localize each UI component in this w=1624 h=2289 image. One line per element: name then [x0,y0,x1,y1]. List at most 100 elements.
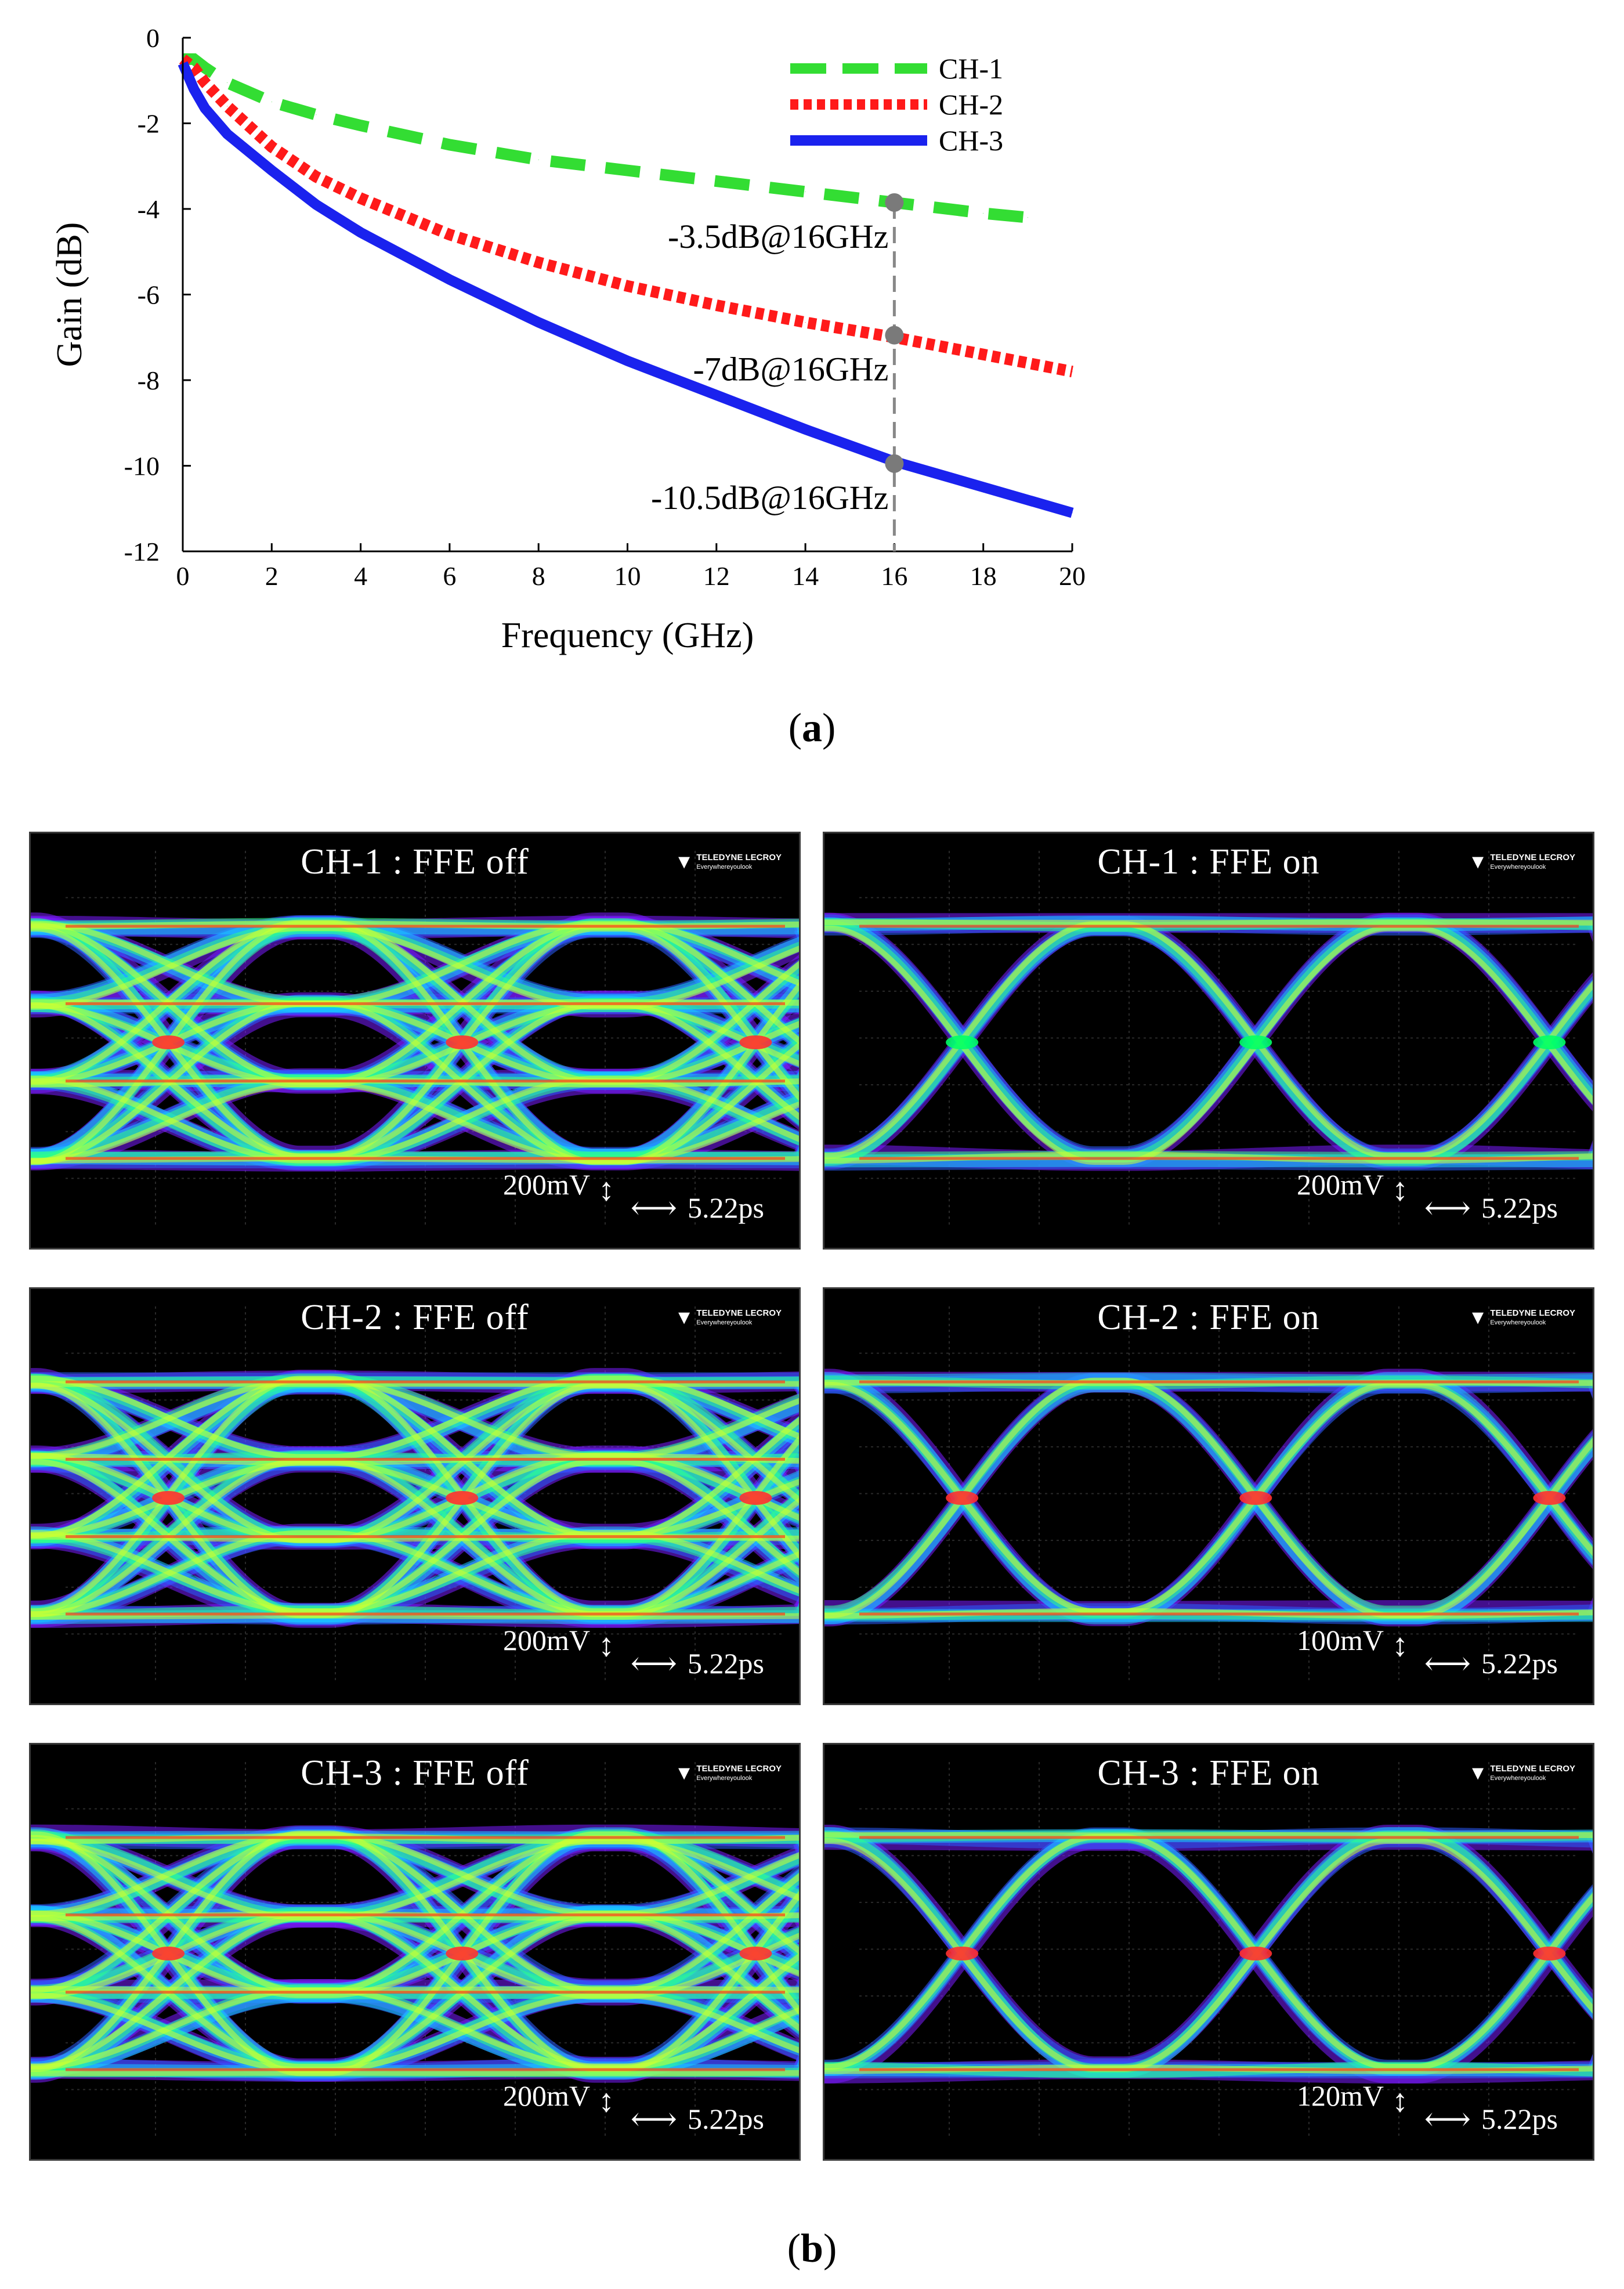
eye-trace [824,1832,1593,1839]
vertical-arrow-icon: ↕ [1392,1627,1408,1663]
x-tick-label: 4 [354,561,367,591]
eye-trace [31,1612,799,1620]
caption-a: (a) [788,706,836,750]
eye-traces [824,1369,1593,1627]
eye-crossing-hotspot [446,1035,479,1049]
eye-trace [31,1833,799,1993]
eye-trace [31,1151,799,1161]
eye-crossing-hotspot [1533,1947,1566,1961]
eye-diagram-panel: CH-3 : FFE off ▼ TELEDYNE LECROY Everywher… [29,1743,801,2161]
eye-crossing-hotspot [446,1491,479,1505]
eye-trace [31,925,799,1010]
eye-diagram-plot [31,1306,799,1681]
brand-tagline: Everywhereyoulook [1490,863,1546,871]
x-axis-label: Frequency (GHz) [501,616,754,655]
legend-label: CH-2 [939,88,1003,121]
horizontal-scale-label: 5.22ps [688,1192,764,1224]
vertical-arrow-icon: ↕ [598,1627,614,1663]
eye-crossing-hotspot [1533,1035,1566,1049]
vertical-scale-label: 100mV [1297,1624,1384,1656]
x-tick-label: 20 [1059,561,1086,591]
brand-tagline: Everywhereyoulook [696,863,753,871]
vertical-scale-label: 200mV [1297,1168,1384,1201]
eye-diagram-panel: CH-2 : FFE on ▼ TELEDYNE LECROY Everywhere… [823,1287,1594,1705]
eye-traces [824,1825,1593,2084]
horizontal-scale-label: 5.22ps [1481,2103,1558,2135]
annotation-label: -3.5dB@16GHz [668,218,888,255]
horizontal-arrow-icon: ⟷ [630,1190,677,1226]
eye-trace [31,1985,799,1994]
horizontal-scale-label: 5.22ps [688,1647,764,1680]
eye-crossing-hotspot [1239,1947,1272,1961]
y-tick-label: -10 [124,452,160,481]
eye-panel-title: CH-1 : FFE off [301,842,529,882]
eye-crossing-hotspot [946,1947,979,1961]
eye-crossing-hotspot [739,1491,772,1505]
series-point-ch-2 [538,262,539,263]
brand-name: TELEDYNE LECROY [696,1763,782,1774]
teledyne-lecroy-logo: ▼ TELEDYNE LECROY Everywhereyoulook [1468,851,1575,873]
eye-diagram-plot [824,1306,1593,1681]
eye-diagram-plot [824,851,1593,1225]
y-tick-label: -8 [138,366,160,395]
series-point-ch-2 [449,234,450,235]
brand-name: TELEDYNE LECROY [696,852,782,862]
teledyne-lecroy-logo: ▼ TELEDYNE LECROY Everywhereyoulook [674,1306,782,1329]
horizontal-scale-label: 5.22ps [1481,1192,1558,1224]
brand-tagline: Everywhereyoulook [696,1774,753,1782]
eye-crossing-hotspot [152,1491,185,1505]
eye-diagram-plot [31,851,799,1225]
series-point-ch-2 [1072,371,1073,372]
series-point-ch-3 [1072,512,1073,514]
series-point-ch-3 [360,232,361,233]
eye-trace [31,1378,799,1459]
eye-traces [31,912,799,1172]
horizontal-arrow-icon: ⟷ [630,1646,677,1682]
teledyne-mark-icon: ▼ [674,851,694,873]
teledyne-mark-icon: ▼ [674,1762,694,1784]
vertical-scale-label: 200mV [503,1624,590,1656]
eye-crossing-hotspot [1533,1491,1566,1505]
x-tick-label: 8 [532,561,545,591]
annotation-dot [885,326,904,345]
brand-name: TELEDYNE LECROY [1490,1308,1575,1318]
series-point-ch-3 [627,360,628,362]
eye-crossing-hotspot [152,1947,185,1961]
legend-label: CH-3 [939,124,1003,157]
eye-trace [31,1989,799,1999]
horizontal-scale-label: 5.22ps [688,2103,764,2135]
brand-tagline: Everywhereyoulook [696,1319,753,1326]
x-tick-label: 14 [792,561,819,591]
annotation-dot [885,193,904,212]
eye-diagram-plot [31,1762,799,2136]
annotation-label: -10.5dB@16GHz [651,479,888,517]
eye-traces [31,1824,799,2083]
teledyne-lecroy-logo: ▼ TELEDYNE LECROY Everywhereyoulook [674,851,782,873]
eye-crossing-hotspot [446,1947,479,1961]
eye-diagram-panel: CH-2 : FFE off ▼ TELEDYNE LECROY Everywher… [29,1287,801,1705]
series-point-ch-1 [627,170,628,171]
eye-panel-title: CH-3 : FFE off [301,1753,529,1793]
eye-crossing-hotspot [1239,1035,1272,1049]
x-tick-label: 0 [176,561,190,591]
eye-trace [31,1987,799,2070]
teledyne-lecroy-logo: ▼ TELEDYNE LECROY Everywhereyoulook [674,1762,782,1785]
y-tick-label: -4 [138,194,160,224]
eye-panel-title: CH-2 : FFE off [301,1298,529,1337]
vertical-arrow-icon: ↕ [1392,1172,1408,1208]
eye-crossing-hotspot [739,1035,772,1049]
y-axis-label: Gain (dB) [50,222,89,367]
brand-name: TELEDYNE LECROY [696,1308,782,1318]
annotation-dot [885,454,904,473]
eye-traces [824,912,1593,1171]
gain-chart: 0 2 4 6 8 10 12 14 16 18 20 0 -2 -4 -6 -8 -10 -12 Frequenc… [50,23,1086,655]
vertical-arrow-icon: ↕ [598,1172,614,1208]
x-tick-label: 10 [614,561,641,591]
eye-trace [824,919,1593,926]
series-point-ch-3 [449,279,450,280]
eye-panel-title: CH-1 : FFE on [1097,842,1320,882]
series-point-ch-1 [360,125,361,126]
x-tick-label: 18 [970,561,997,591]
eye-diagram-panel: CH-1 : FFE on ▼ TELEDYNE LECROY Everywhere… [823,832,1594,1250]
eye-crossing-hotspot [152,1035,185,1049]
